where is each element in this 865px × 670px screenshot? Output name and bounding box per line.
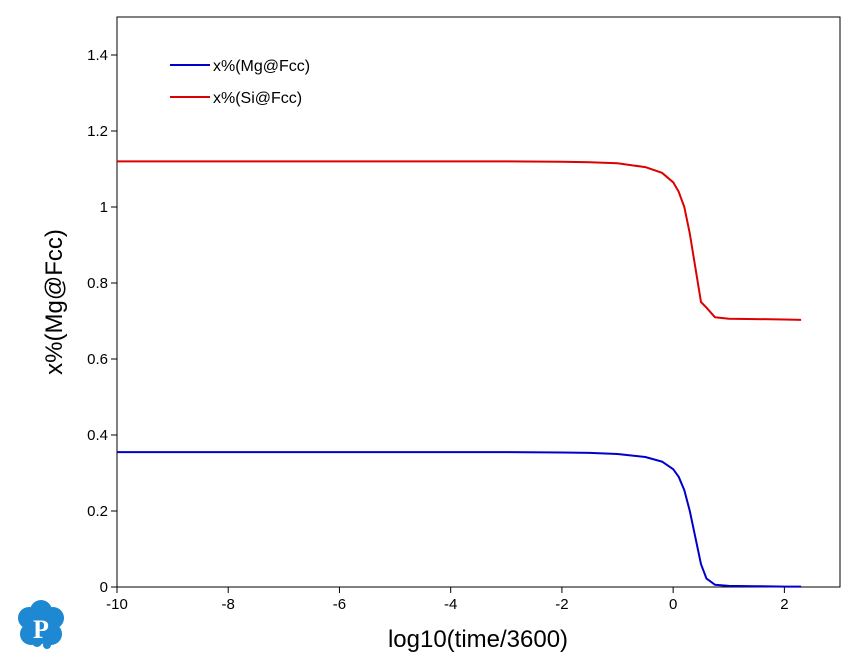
y-tick-label: 0 xyxy=(100,579,108,596)
series-line-1 xyxy=(117,161,801,320)
legend-label: x%(Si@Fcc) xyxy=(213,90,302,107)
x-tick-label: -8 xyxy=(222,596,235,613)
x-axis-title: log10(time/3600) xyxy=(388,626,568,653)
series-layer xyxy=(117,161,801,586)
y-tick-label: 0.8 xyxy=(87,275,108,292)
y-tick-label: 1 xyxy=(100,199,108,216)
x-axis: -10 -8 -6 -4 -2 0 2 xyxy=(106,587,788,613)
x-tick-label: -2 xyxy=(555,596,568,613)
x-tick-label: 2 xyxy=(780,596,788,613)
line-chart: -10 -8 -6 -4 -2 0 2 0 0.2 0.4 0.6 0.8 1 1.2 1.4 x%(Mg… xyxy=(0,0,865,670)
y-axis-title: x%(Mg@Fcc) xyxy=(41,229,68,375)
company-logo-icon: P xyxy=(18,600,64,649)
y-tick-label: 0.4 xyxy=(87,427,108,444)
x-tick-label: -10 xyxy=(106,596,128,613)
y-tick-label: 0.6 xyxy=(87,351,108,368)
legend: x%(Mg@Fcc) x%(Si@Fcc) xyxy=(170,58,310,107)
y-axis: 0 0.2 0.4 0.6 0.8 1 1.2 1.4 xyxy=(87,47,117,596)
y-tick-label: 0.2 xyxy=(87,503,108,520)
logo-letter: P xyxy=(33,615,49,644)
x-tick-label: 0 xyxy=(669,596,677,613)
series-line-0 xyxy=(117,452,801,586)
x-tick-label: -6 xyxy=(333,596,346,613)
y-tick-label: 1.4 xyxy=(87,47,108,64)
x-tick-label: -4 xyxy=(444,596,457,613)
legend-label: x%(Mg@Fcc) xyxy=(213,58,310,75)
y-tick-label: 1.2 xyxy=(87,123,108,140)
